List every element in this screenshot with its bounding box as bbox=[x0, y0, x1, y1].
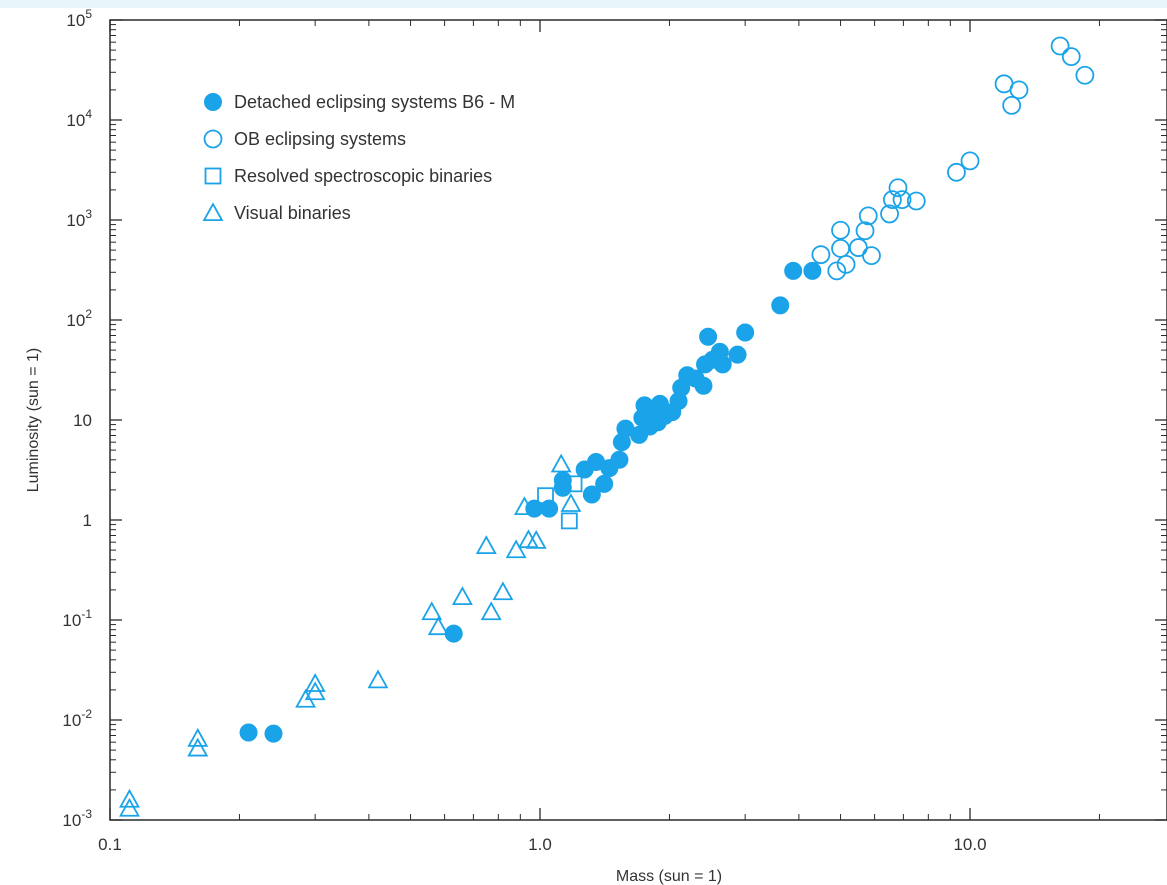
ob-eclipsing-point bbox=[888, 178, 908, 198]
legend-item: Detached eclipsing systems B6 - M bbox=[204, 92, 515, 112]
ob-eclipsing-point bbox=[947, 162, 966, 182]
visual-binary-point bbox=[560, 493, 582, 512]
detached-eclipsing-point bbox=[728, 345, 747, 364]
spectroscopic-binary-point bbox=[560, 512, 578, 530]
legend-ob-eclipsing-marker bbox=[203, 129, 223, 149]
ob-eclipsing-point bbox=[1050, 36, 1070, 56]
legend-visual-binary-marker bbox=[202, 202, 224, 222]
ob-eclipsing-point bbox=[831, 220, 850, 240]
visual-binary-point bbox=[525, 529, 547, 549]
y-tick-label: 1 bbox=[83, 511, 92, 530]
visual-binary-point bbox=[119, 788, 140, 808]
legend-label: OB eclipsing systems bbox=[234, 129, 406, 149]
detached-eclipsing-point bbox=[803, 261, 822, 280]
ob-eclipsing-points bbox=[811, 36, 1095, 281]
detached-eclipsing-point bbox=[582, 485, 601, 504]
visual-binary-point bbox=[421, 601, 443, 621]
ob-eclipsing-point bbox=[1002, 95, 1022, 115]
ob-eclipsing-point bbox=[892, 190, 912, 209]
visual-binary-point bbox=[187, 727, 209, 747]
legend-label: Visual binaries bbox=[234, 203, 351, 223]
detached-eclipsing-point bbox=[713, 355, 732, 374]
ob-eclipsing-point bbox=[862, 246, 881, 266]
ob-eclipsing-point bbox=[811, 245, 831, 265]
x-tick-labels: 0.1 1.0 10.0 bbox=[98, 835, 986, 854]
detached-eclipsing-point bbox=[736, 323, 755, 342]
visual-binary-point bbox=[304, 673, 326, 692]
ob-eclipsing-point bbox=[858, 206, 878, 226]
visual-binary-point bbox=[475, 535, 497, 555]
ob-eclipsing-point bbox=[883, 190, 902, 209]
top-strip bbox=[0, 0, 1167, 8]
ob-eclipsing-point bbox=[848, 238, 868, 257]
detached-eclipsing-point bbox=[553, 471, 572, 490]
y-tick-label: 105 bbox=[66, 7, 92, 30]
y-tick-label: 10-1 bbox=[62, 607, 92, 630]
major-ticks bbox=[109, 19, 1167, 821]
detached-eclipsing-point bbox=[540, 499, 559, 518]
y-tick-label: 103 bbox=[66, 207, 92, 230]
legend-item: Visual binaries bbox=[202, 202, 351, 223]
spectroscopic-binary-point bbox=[565, 475, 583, 493]
visual-binary-point bbox=[513, 496, 535, 516]
spectroscopic-binary-point bbox=[537, 487, 554, 505]
y-tick-label: 10 bbox=[73, 411, 92, 430]
x-tick-label: 1.0 bbox=[528, 835, 552, 854]
detached-eclipsing-point bbox=[694, 376, 713, 395]
ob-eclipsing-point bbox=[906, 191, 926, 211]
y-tick-label: 102 bbox=[66, 307, 92, 330]
y-tick-label: 10-2 bbox=[62, 707, 92, 730]
legend-detached-eclipsing-marker bbox=[204, 93, 222, 111]
detached-eclipsing-point bbox=[264, 724, 283, 743]
x-axis-label: Mass (sun = 1) bbox=[616, 868, 722, 885]
legend: Detached eclipsing systems B6 - M OB ecli… bbox=[202, 92, 515, 223]
ob-eclipsing-point bbox=[1061, 47, 1081, 67]
visual-binary-point bbox=[492, 581, 514, 601]
visual-binary-point bbox=[451, 586, 473, 605]
y-tick-labels: 10-3 10-2 10-1 1 10 102 103 104 105 bbox=[62, 7, 92, 830]
legend-label: Detached eclipsing systems B6 - M bbox=[234, 92, 515, 112]
x-tick-label: 10.0 bbox=[953, 835, 986, 854]
legend-spectroscopic-binary-marker bbox=[204, 167, 222, 185]
y-tick-label: 104 bbox=[66, 107, 92, 130]
legend-item: Resolved spectroscopic binaries bbox=[204, 166, 492, 186]
detached-eclipsing-points bbox=[239, 261, 822, 743]
visual-binary-point bbox=[505, 539, 527, 559]
ob-eclipsing-point bbox=[836, 254, 856, 274]
ob-eclipsing-point bbox=[855, 221, 875, 241]
visual-binary-point bbox=[304, 681, 326, 701]
spectroscopic-binary-points bbox=[537, 475, 583, 530]
detached-eclipsing-point bbox=[239, 723, 258, 742]
detached-eclipsing-point bbox=[699, 327, 718, 346]
ob-eclipsing-point bbox=[831, 238, 850, 258]
x-tick-label: 0.1 bbox=[98, 835, 122, 854]
ob-eclipsing-point bbox=[880, 204, 899, 224]
visual-binary-point bbox=[119, 797, 140, 817]
detached-eclipsing-point bbox=[610, 450, 629, 469]
data-points bbox=[119, 36, 1095, 817]
detached-eclipsing-point bbox=[595, 474, 614, 493]
legend-label: Resolved spectroscopic binaries bbox=[234, 166, 492, 186]
visual-binary-point bbox=[427, 616, 449, 636]
visual-binary-point bbox=[187, 737, 209, 757]
ob-eclipsing-point bbox=[1075, 65, 1095, 85]
legend-item: OB eclipsing systems bbox=[203, 129, 406, 149]
minor-ticks bbox=[110, 20, 1167, 820]
visual-binary-point bbox=[480, 601, 502, 621]
ob-eclipsing-point bbox=[1009, 80, 1029, 100]
detached-eclipsing-point bbox=[784, 261, 803, 280]
visual-binary-points bbox=[119, 453, 582, 817]
visual-binary-point bbox=[367, 669, 389, 689]
y-tick-label: 10-3 bbox=[62, 807, 92, 830]
visual-binary-point bbox=[550, 453, 572, 473]
ob-eclipsing-point bbox=[827, 261, 847, 281]
ob-eclipsing-point bbox=[960, 151, 980, 171]
y-axis-label: Luminosity (sun = 1) bbox=[25, 348, 42, 493]
detached-eclipsing-point bbox=[771, 296, 790, 315]
